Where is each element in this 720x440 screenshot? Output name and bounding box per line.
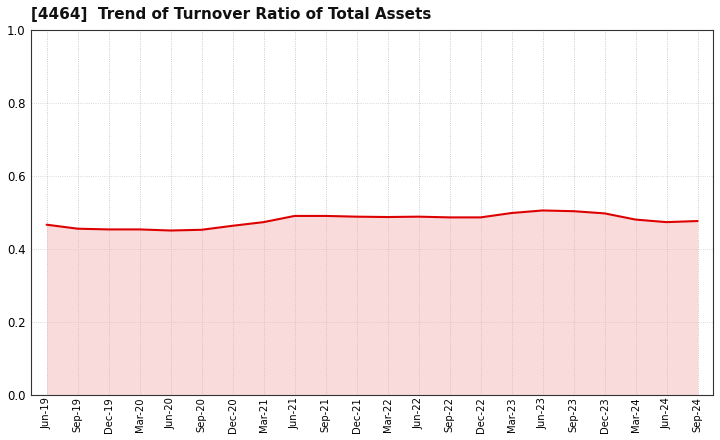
Text: [4464]  Trend of Turnover Ratio of Total Assets: [4464] Trend of Turnover Ratio of Total …: [31, 7, 431, 22]
